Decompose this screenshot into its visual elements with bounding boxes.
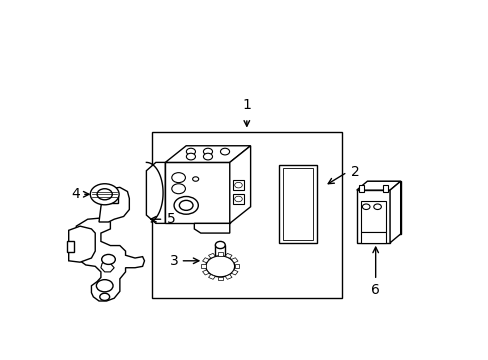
Circle shape <box>234 183 242 188</box>
Circle shape <box>102 255 115 264</box>
Bar <box>383 185 387 192</box>
Polygon shape <box>225 253 232 258</box>
Polygon shape <box>194 223 229 233</box>
Circle shape <box>171 173 185 183</box>
Bar <box>105 197 117 203</box>
Polygon shape <box>165 162 229 223</box>
Polygon shape <box>231 270 238 275</box>
Polygon shape <box>366 181 400 234</box>
Polygon shape <box>234 264 239 268</box>
Circle shape <box>203 153 212 160</box>
Bar <box>232 180 244 190</box>
Circle shape <box>174 197 198 214</box>
Bar <box>67 242 74 252</box>
Circle shape <box>205 256 234 277</box>
Circle shape <box>100 293 109 301</box>
Bar <box>215 245 225 260</box>
Bar <box>152 132 341 298</box>
Bar <box>360 201 386 232</box>
Polygon shape <box>202 270 209 275</box>
Polygon shape <box>225 274 232 279</box>
Text: 6: 6 <box>370 283 379 297</box>
Circle shape <box>186 148 195 155</box>
Text: 2: 2 <box>350 165 359 179</box>
Polygon shape <box>229 146 250 223</box>
Circle shape <box>186 153 195 160</box>
Polygon shape <box>165 146 250 162</box>
Circle shape <box>171 184 185 194</box>
Bar <box>282 168 312 240</box>
Circle shape <box>234 196 242 202</box>
Polygon shape <box>101 261 114 272</box>
Circle shape <box>203 148 212 155</box>
Polygon shape <box>231 258 238 263</box>
Circle shape <box>215 242 225 249</box>
Bar <box>360 232 386 243</box>
Bar <box>279 165 316 243</box>
Circle shape <box>96 280 113 292</box>
Polygon shape <box>217 252 223 256</box>
Bar <box>358 185 363 192</box>
Polygon shape <box>356 181 400 190</box>
Polygon shape <box>202 258 209 263</box>
Polygon shape <box>68 226 95 262</box>
Polygon shape <box>99 187 129 222</box>
Polygon shape <box>208 274 215 279</box>
Polygon shape <box>146 162 165 223</box>
Text: 3: 3 <box>169 254 178 268</box>
Polygon shape <box>389 181 400 243</box>
Polygon shape <box>208 253 215 258</box>
Circle shape <box>179 201 193 210</box>
Circle shape <box>220 148 229 155</box>
Circle shape <box>90 184 119 205</box>
Text: 4: 4 <box>71 187 80 201</box>
Polygon shape <box>76 218 144 301</box>
Bar <box>232 194 244 204</box>
Text: 5: 5 <box>167 212 176 226</box>
Text: 1: 1 <box>242 98 251 112</box>
Polygon shape <box>217 277 223 280</box>
Circle shape <box>192 177 198 181</box>
Polygon shape <box>201 264 205 268</box>
Circle shape <box>373 204 381 210</box>
Polygon shape <box>356 190 389 243</box>
Circle shape <box>362 204 369 210</box>
Circle shape <box>97 189 112 200</box>
